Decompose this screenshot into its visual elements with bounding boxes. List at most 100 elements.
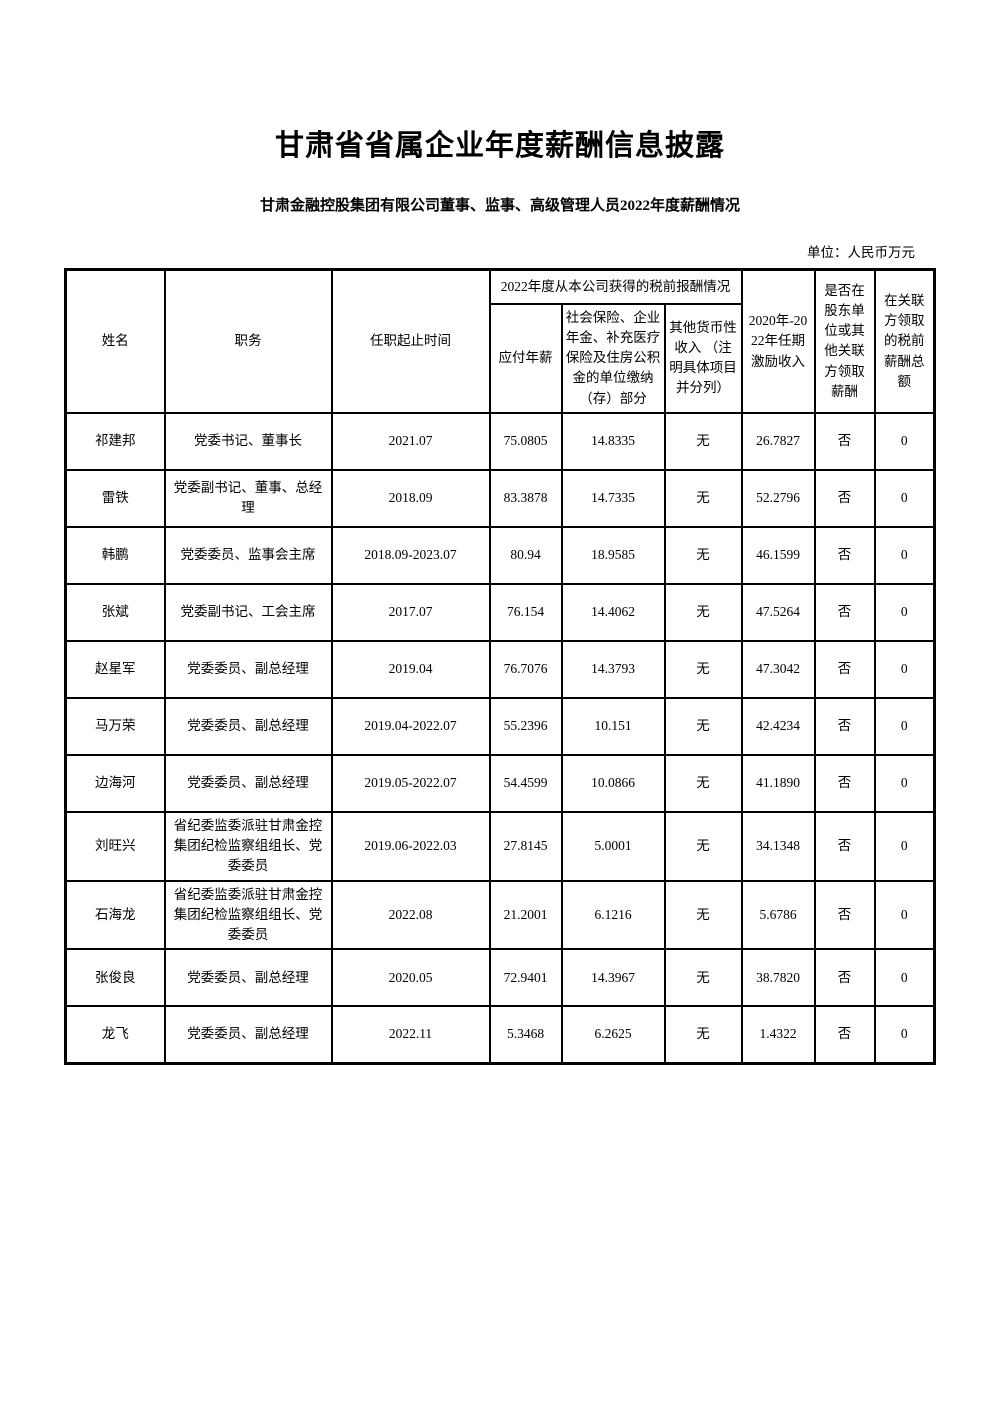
cell-related-party-total: 0 [873,1005,936,1065]
col-header-social-insurance: 社会保险、企业年金、补充医疗保险及住房公积金的单位缴纳（存）部分 [560,302,666,414]
cell-related-party-flag: 否 [813,879,876,951]
cell-related-party-total: 0 [873,879,936,951]
cell-annual-salary: 76.154 [488,582,563,642]
page-subtitle: 甘肃金融控股集团有限公司董事、监事、高级管理人员2022年度薪酬情况 [259,198,740,214]
cell-related-party-total: 0 [873,411,936,471]
table-area: 单位：人民币万元 姓名 职务 任职起止时间 2022年度从本公司获得的税前报酬情… [64,241,937,1065]
cell-related-party-flag: 否 [813,639,876,699]
cell-incentive: 26.7827 [740,411,816,471]
cell-tenure: 2019.06-2022.03 [330,810,491,882]
cell-social-insurance: 10.151 [560,696,666,756]
cell-related-party-flag: 否 [813,948,876,1008]
table-row: 雷铁 党委副书记、董事、总经理 2018.09 83.3878 14.7335 … [64,468,936,528]
cell-tenure: 2018.09 [330,468,491,528]
cell-other-income: 无 [663,948,743,1008]
cell-tenure: 2018.09-2023.07 [330,525,491,585]
col-header-related-party-flag: 是否在股东单位或其他关联方领取薪酬 [813,268,876,414]
cell-related-party-total: 0 [873,582,936,642]
cell-related-party-flag: 否 [813,582,876,642]
cell-position: 省纪委监委派驻甘肃金控集团纪检监察组组长、党委委员 [163,879,333,951]
cell-related-party-total: 0 [873,948,936,1008]
cell-incentive: 42.4234 [740,696,816,756]
cell-position: 党委委员、副总经理 [163,639,333,699]
cell-annual-salary: 55.2396 [488,696,563,756]
cell-position: 党委书记、董事长 [163,411,333,471]
cell-annual-salary: 21.2001 [488,879,563,951]
cell-other-income: 无 [663,696,743,756]
cell-related-party-total: 0 [873,696,936,756]
cell-annual-salary: 75.0805 [488,411,563,471]
cell-position: 党委副书记、工会主席 [163,582,333,642]
cell-social-insurance: 18.9585 [560,525,666,585]
cell-position: 党委副书记、董事、总经理 [163,468,333,528]
col-header-comp-2022-group: 2022年度从本公司获得的税前报酬情况 [488,268,743,305]
cell-social-insurance: 14.8335 [560,411,666,471]
cell-tenure: 2022.11 [330,1005,491,1065]
cell-related-party-total: 0 [873,810,936,882]
col-header-other-income: 其他货币性收入 （注明具体项目并分列） [663,302,743,414]
cell-annual-salary: 5.3468 [488,1005,563,1065]
table-row: 石海龙 省纪委监委派驻甘肃金控集团纪检监察组组长、党委委员 2022.08 21… [64,879,936,951]
cell-related-party-flag: 否 [813,411,876,471]
table-row: 张俊良 党委委员、副总经理 2020.05 72.9401 14.3967 无 … [64,948,936,1008]
cell-tenure: 2020.05 [330,948,491,1008]
cell-related-party-total: 0 [873,639,936,699]
cell-social-insurance: 14.7335 [560,468,666,528]
cell-other-income: 无 [663,468,743,528]
cell-other-income: 无 [663,879,743,951]
cell-name: 刘旺兴 [64,810,166,882]
cell-incentive: 1.4322 [740,1005,816,1065]
table-row: 韩鹏 党委委员、监事会主席 2018.09-2023.07 80.94 18.9… [64,525,936,585]
cell-social-insurance: 14.3793 [560,639,666,699]
cell-other-income: 无 [663,411,743,471]
salary-table: 姓名 职务 任职起止时间 2022年度从本公司获得的税前报酬情况 2020年-2… [64,268,937,1065]
cell-name: 张斌 [64,582,166,642]
cell-name: 马万荣 [64,696,166,756]
cell-social-insurance: 14.4062 [560,582,666,642]
cell-annual-salary: 80.94 [488,525,563,585]
cell-position: 党委委员、副总经理 [163,948,333,1008]
cell-other-income: 无 [663,810,743,882]
cell-position: 省纪委监委派驻甘肃金控集团纪检监察组组长、党委委员 [163,810,333,882]
cell-tenure: 2017.07 [330,582,491,642]
table-row: 祁建邦 党委书记、董事长 2021.07 75.0805 14.8335 无 2… [64,411,936,471]
cell-incentive: 46.1599 [740,525,816,585]
cell-related-party-flag: 否 [813,753,876,813]
table-row: 龙飞 党委委员、副总经理 2022.11 5.3468 6.2625 无 1.4… [64,1005,936,1065]
cell-related-party-flag: 否 [813,696,876,756]
table-body: 祁建邦 党委书记、董事长 2021.07 75.0805 14.8335 无 2… [64,411,936,1065]
cell-incentive: 47.3042 [740,639,816,699]
cell-incentive: 41.1890 [740,753,816,813]
cell-other-income: 无 [663,525,743,585]
col-header-incentive: 2020年-2022年任期激励收入 [740,268,816,414]
cell-position: 党委委员、副总经理 [163,753,333,813]
cell-other-income: 无 [663,639,743,699]
cell-incentive: 47.5264 [740,582,816,642]
cell-name: 边海河 [64,753,166,813]
cell-annual-salary: 54.4599 [488,753,563,813]
cell-incentive: 34.1348 [740,810,816,882]
cell-name: 龙飞 [64,1005,166,1065]
cell-social-insurance: 5.0001 [560,810,666,882]
cell-related-party-total: 0 [873,753,936,813]
cell-annual-salary: 83.3878 [488,468,563,528]
cell-name: 雷铁 [64,468,166,528]
cell-related-party-total: 0 [873,525,936,585]
table-row: 边海河 党委委员、副总经理 2019.05-2022.07 54.4599 10… [64,753,936,813]
header-row-sub: 应付年薪 社会保险、企业年金、补充医疗保险及住房公积金的单位缴纳（存）部分 其他… [66,302,935,414]
cell-name: 祁建邦 [64,411,166,471]
cell-incentive: 52.2796 [740,468,816,528]
cell-social-insurance: 10.0866 [560,753,666,813]
cell-name: 张俊良 [64,948,166,1008]
table-row: 张斌 党委副书记、工会主席 2017.07 76.154 14.4062 无 4… [64,582,936,642]
cell-other-income: 无 [663,753,743,813]
cell-tenure: 2019.04 [330,639,491,699]
cell-position: 党委委员、副总经理 [163,696,333,756]
col-header-name: 姓名 [64,268,166,414]
cell-name: 赵星军 [64,639,166,699]
cell-position: 党委委员、副总经理 [163,1005,333,1065]
cell-annual-salary: 27.8145 [488,810,563,882]
cell-position: 党委委员、监事会主席 [163,525,333,585]
col-header-annual-salary: 应付年薪 [488,302,563,414]
cell-social-insurance: 6.1216 [560,879,666,951]
